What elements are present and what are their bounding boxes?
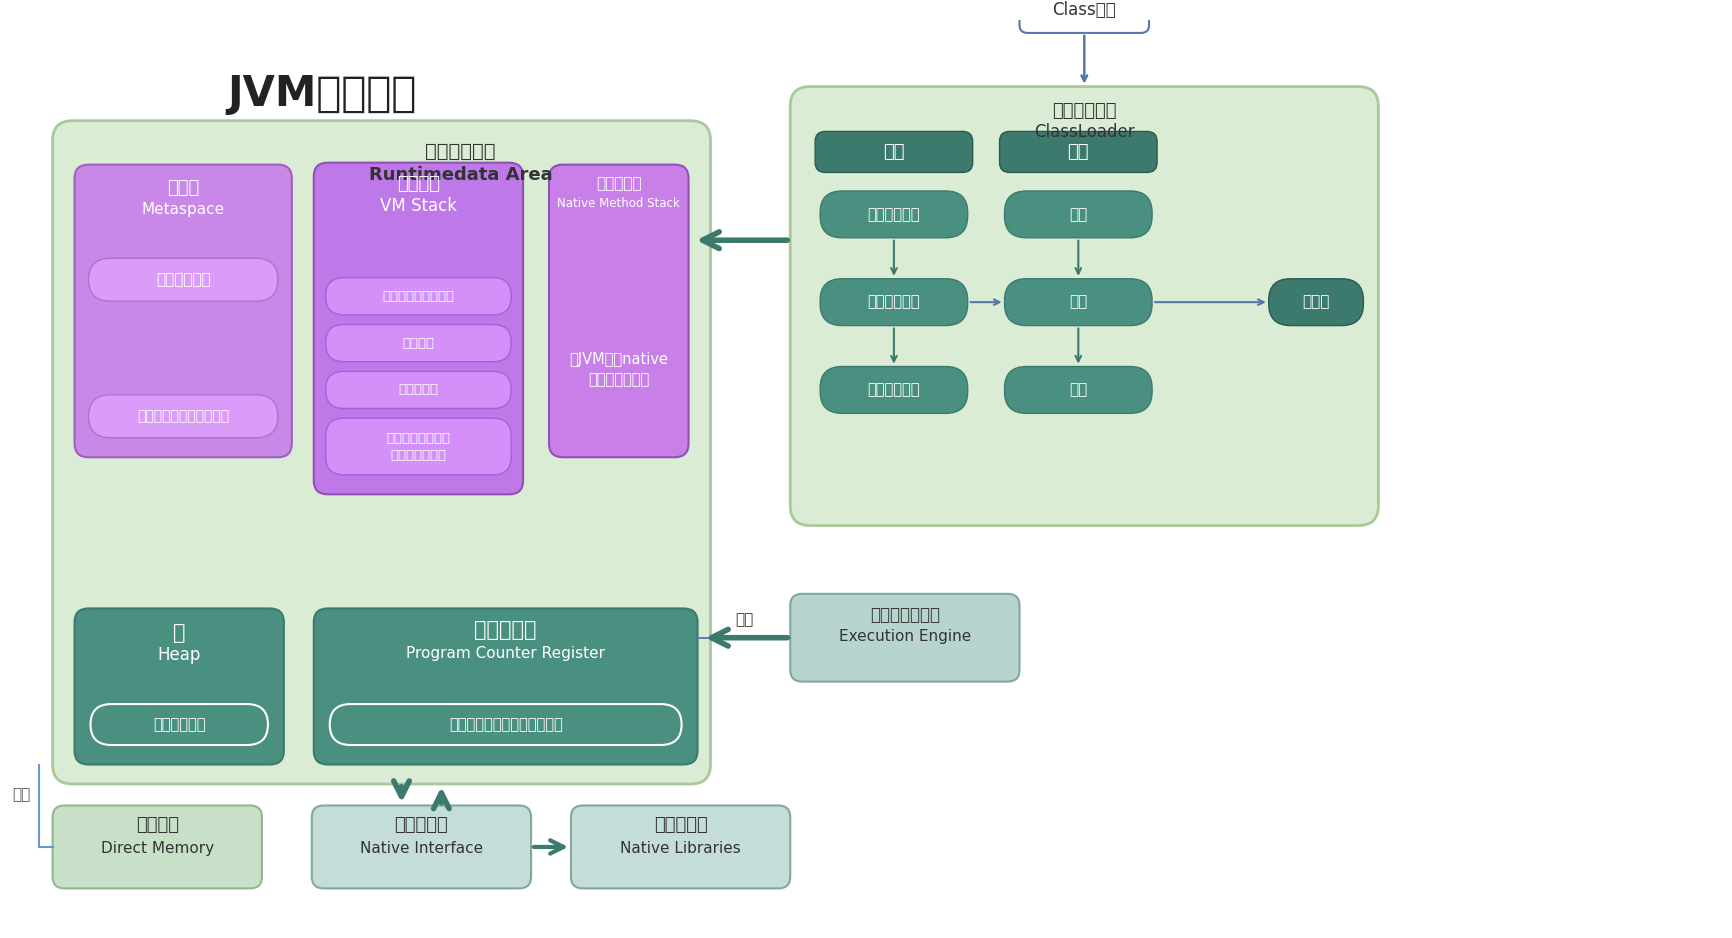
FancyBboxPatch shape [821, 367, 968, 414]
FancyBboxPatch shape [88, 395, 277, 438]
FancyBboxPatch shape [572, 806, 790, 888]
Text: 初始化: 初始化 [1302, 295, 1328, 310]
FancyBboxPatch shape [74, 609, 284, 764]
FancyBboxPatch shape [326, 418, 511, 475]
Text: Execution Engine: Execution Engine [838, 629, 972, 644]
FancyBboxPatch shape [999, 131, 1157, 173]
FancyBboxPatch shape [1020, 0, 1148, 33]
Text: 当前线程执行到的字节码行号: 当前线程执行到的字节码行号 [449, 717, 563, 732]
Text: 为JVM调用native
即本地方法服务: 为JVM调用native 即本地方法服务 [570, 352, 669, 386]
Text: 本地方法库: 本地方法库 [653, 816, 707, 834]
FancyBboxPatch shape [52, 121, 710, 784]
FancyBboxPatch shape [326, 371, 511, 408]
Text: 字节码执行引擎: 字节码执行引擎 [869, 606, 940, 625]
Text: JVM内存模型: JVM内存模型 [227, 73, 416, 115]
FancyBboxPatch shape [816, 131, 973, 173]
Text: 准备: 准备 [1069, 295, 1088, 310]
Text: 程序计数器: 程序计数器 [475, 620, 537, 640]
Text: 存储实例对象: 存储实例对象 [152, 717, 206, 732]
Text: 本地库接口: 本地库接口 [395, 816, 449, 834]
FancyBboxPatch shape [1005, 279, 1152, 325]
FancyBboxPatch shape [790, 86, 1379, 525]
Text: Program Counter Register: Program Counter Register [407, 646, 604, 660]
Text: 扩展类加载器: 扩展类加载器 [868, 295, 920, 310]
Text: 加载: 加载 [883, 143, 904, 161]
Text: 验证: 验证 [1069, 207, 1088, 222]
Text: Direct Memory: Direct Memory [100, 840, 213, 855]
Text: 元空间: 元空间 [166, 179, 199, 197]
FancyBboxPatch shape [74, 164, 293, 457]
Text: 类信息、常量、静态变量: 类信息、常量、静态变量 [137, 409, 229, 423]
Text: Native Method Stack: Native Method Stack [558, 197, 681, 210]
Text: 运行时数据区: 运行时数据区 [426, 143, 495, 161]
FancyBboxPatch shape [821, 191, 968, 237]
FancyBboxPatch shape [313, 162, 523, 494]
FancyBboxPatch shape [312, 806, 532, 888]
Text: 类装载子系统: 类装载子系统 [1051, 102, 1117, 120]
Text: Metaspace: Metaspace [142, 202, 225, 217]
Text: Class文件: Class文件 [1053, 1, 1115, 19]
Text: 方法运行时所需要
的数据（栈帧）: 方法运行时所需要 的数据（栈帧） [386, 431, 450, 461]
FancyBboxPatch shape [52, 806, 262, 888]
Text: 解析: 解析 [1069, 383, 1088, 398]
FancyBboxPatch shape [313, 609, 698, 764]
Text: 动态链接、方法出口: 动态链接、方法出口 [383, 290, 454, 303]
Text: 局部变量表: 局部变量表 [398, 384, 438, 397]
Text: Runtimedata Area: Runtimedata Area [369, 166, 553, 185]
Text: 本地方法栈: 本地方法栈 [596, 176, 641, 191]
Text: 操作: 操作 [12, 787, 31, 802]
FancyBboxPatch shape [790, 594, 1020, 682]
Text: ClassLoader: ClassLoader [1034, 124, 1134, 142]
Text: Heap: Heap [158, 646, 201, 664]
Text: 堆: 堆 [173, 623, 185, 643]
Text: 操作数栈: 操作数栈 [402, 337, 435, 350]
FancyBboxPatch shape [821, 279, 968, 325]
Text: Native Libraries: Native Libraries [620, 840, 741, 855]
Text: 应用类加载器: 应用类加载器 [868, 383, 920, 398]
Text: 修改: 修改 [734, 613, 753, 628]
FancyBboxPatch shape [1005, 367, 1152, 414]
FancyBboxPatch shape [549, 164, 689, 457]
Text: 直接内存: 直接内存 [135, 816, 178, 834]
FancyBboxPatch shape [1005, 191, 1152, 237]
Text: 链接: 链接 [1067, 143, 1089, 161]
Text: VM Stack: VM Stack [379, 197, 457, 215]
FancyBboxPatch shape [326, 325, 511, 362]
FancyBboxPatch shape [88, 258, 277, 301]
Text: 运行时常量池: 运行时常量池 [156, 272, 211, 287]
Text: 引导类加载器: 引导类加载器 [868, 207, 920, 222]
Text: Native Interface: Native Interface [360, 840, 483, 855]
FancyBboxPatch shape [1270, 279, 1363, 325]
FancyBboxPatch shape [326, 278, 511, 315]
Text: 虚拟机栈: 虚拟机栈 [397, 175, 440, 193]
